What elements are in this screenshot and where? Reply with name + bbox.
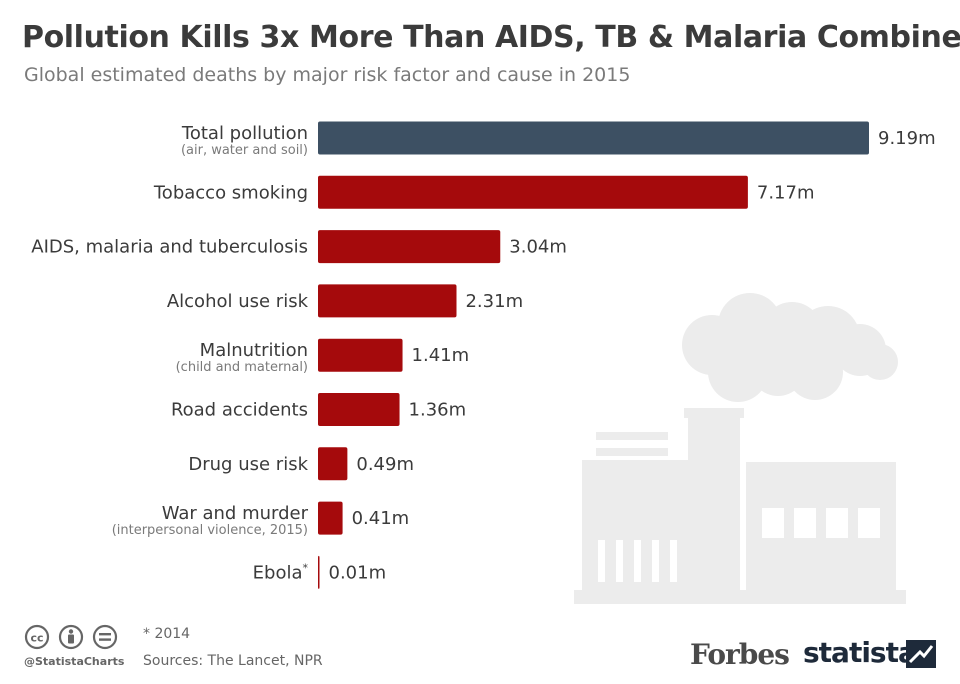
value-label-6: 0.49m	[356, 454, 414, 475]
bar-2	[318, 230, 501, 264]
category-sublabel-4: (child and maternal)	[176, 360, 308, 375]
cc-icon: cc	[24, 624, 50, 650]
category-label-8: Ebola*	[253, 561, 309, 583]
value-label-4: 1.41m	[412, 345, 470, 366]
factory-smoke-icon	[574, 293, 906, 604]
bar-6	[318, 447, 348, 481]
value-label-3: 2.31m	[465, 291, 523, 312]
statista-handle: @StatistaCharts	[24, 655, 125, 668]
bar-8	[318, 555, 320, 589]
category-label-5: Road accidents	[171, 400, 308, 421]
category-sublabel-0: (air, water and soil)	[181, 143, 308, 158]
category-label-7: War and murder	[162, 503, 309, 524]
attribution-icon	[58, 624, 84, 650]
statista-logo-icon	[906, 640, 936, 668]
category-sublabel-7: (interpersonal violence, 2015)	[112, 523, 308, 538]
license-icons: cc	[24, 624, 118, 650]
category-label-1: Tobacco smoking	[153, 182, 308, 203]
value-label-2: 3.04m	[509, 237, 567, 258]
value-label-5: 1.36m	[409, 400, 467, 421]
bar-chart: Total pollution(air, water and soil) 9.19…	[31, 121, 936, 589]
bar-5	[318, 393, 400, 426]
category-label-3: Alcohol use risk	[167, 291, 309, 312]
value-label-7: 0.41m	[352, 508, 410, 529]
value-label-8: 0.01m	[329, 562, 387, 583]
footnote: * 2014	[143, 626, 191, 642]
chart-subtitle: Global estimated deaths by major risk fa…	[24, 64, 631, 86]
bar-4	[318, 338, 403, 372]
sources: Sources: The Lancet, NPR	[143, 653, 323, 669]
category-label-4: Malnutrition	[200, 340, 308, 361]
no-derivatives-icon	[92, 624, 118, 650]
value-label-1: 7.17m	[757, 182, 815, 203]
value-label-0: 9.19m	[878, 128, 936, 149]
bar-0	[318, 121, 869, 155]
svg-text:cc: cc	[30, 632, 43, 645]
category-label-0: Total pollution	[181, 123, 308, 144]
forbes-logo: Forbes	[690, 638, 790, 671]
category-label-2: AIDS, malaria and tuberculosis	[31, 237, 308, 258]
bar-3	[318, 284, 457, 318]
statista-logo: statista	[803, 636, 917, 669]
bar-1	[318, 175, 748, 209]
bar-7	[318, 501, 343, 535]
chart-title: Pollution Kills 3x More Than AIDS, TB & …	[22, 20, 960, 55]
category-label-6: Drug use risk	[188, 454, 308, 475]
